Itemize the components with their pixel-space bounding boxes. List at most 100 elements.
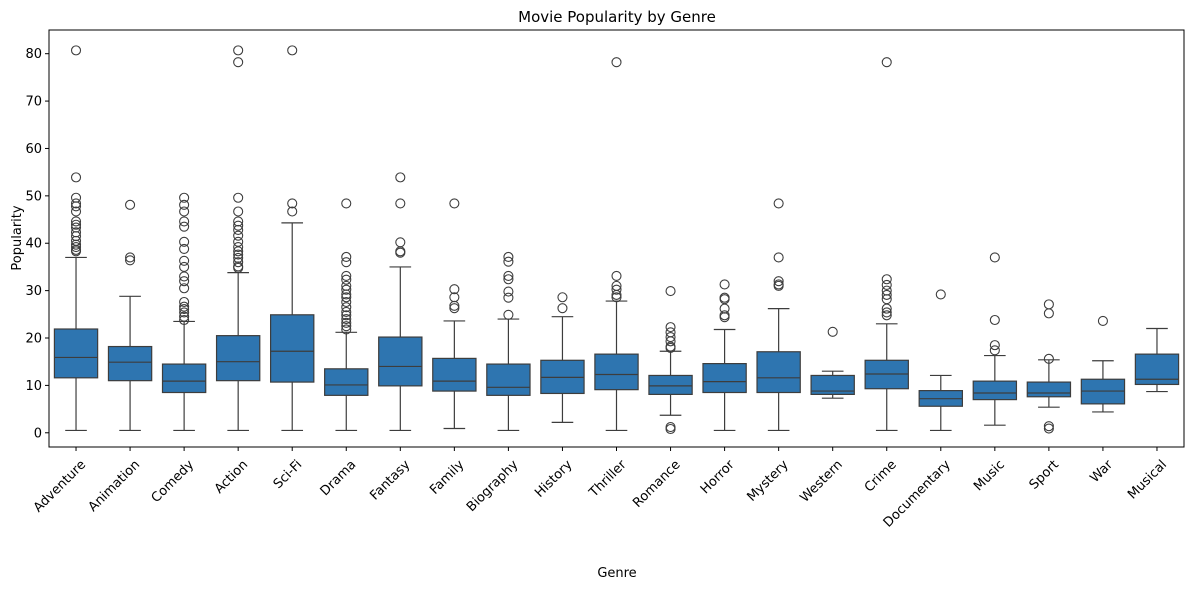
iqr-box xyxy=(1026,381,1072,398)
outlier-point xyxy=(395,172,406,183)
outlier-point xyxy=(179,283,190,294)
outlier-point xyxy=(233,57,244,68)
outlier-point xyxy=(557,303,568,314)
iqr-box xyxy=(486,363,531,396)
outlier-point xyxy=(773,280,784,291)
y-tick-label: 50 xyxy=(25,189,42,204)
outlier-point xyxy=(395,198,406,209)
outlier-point xyxy=(611,57,622,68)
box-group-biography xyxy=(486,251,531,432)
iqr-box xyxy=(810,374,855,396)
outlier-point xyxy=(989,340,1000,351)
outlier-point xyxy=(341,321,352,332)
box-group-family xyxy=(432,198,477,430)
outlier-point xyxy=(1043,308,1054,319)
outlier-point xyxy=(1097,315,1108,327)
outlier-point xyxy=(70,216,82,227)
box-group-fantasy xyxy=(378,172,423,432)
box-group-sci-fi xyxy=(269,45,315,432)
chart-title: Movie Popularity by Genre xyxy=(518,8,716,26)
outlier-point xyxy=(287,206,298,217)
iqr-box xyxy=(324,368,369,396)
iqr-box xyxy=(972,380,1018,401)
outlier-point xyxy=(557,292,568,303)
outlier-point xyxy=(70,206,82,217)
outlier-point xyxy=(503,292,514,303)
outlier-point xyxy=(341,324,352,335)
outlier-point xyxy=(70,45,82,56)
outlier-point xyxy=(341,251,352,263)
outlier-point xyxy=(503,274,514,285)
outlier-point xyxy=(70,219,82,230)
y-axis-title: Popularity xyxy=(10,205,25,270)
outlier-point xyxy=(503,251,514,263)
outlier-point xyxy=(341,289,352,300)
outlier-point xyxy=(233,220,244,231)
box-group-adventure xyxy=(53,45,99,432)
outlier-point xyxy=(503,256,514,267)
box-group-sport xyxy=(1026,299,1072,434)
iqr-box xyxy=(269,314,315,383)
iqr-box xyxy=(702,363,747,394)
outlier-point xyxy=(287,198,298,209)
outlier-point xyxy=(881,57,892,68)
iqr-box xyxy=(432,357,477,392)
outlier-point xyxy=(665,342,676,354)
outlier-point xyxy=(719,279,730,290)
outlier-point xyxy=(179,314,190,326)
box-group-horror xyxy=(702,279,747,432)
y-tick-label: 30 xyxy=(25,284,42,299)
iqr-box xyxy=(1134,353,1180,386)
y-tick-label: 0 xyxy=(34,426,42,441)
outlier-point xyxy=(179,192,190,203)
outlier-point xyxy=(881,303,892,314)
outlier-point xyxy=(179,216,190,227)
outlier-point xyxy=(827,326,838,337)
outlier-point xyxy=(233,45,244,56)
box-group-history xyxy=(540,292,585,423)
outlier-point xyxy=(287,45,298,56)
outlier-point xyxy=(233,262,244,273)
iqr-box xyxy=(161,363,207,394)
outlier-point xyxy=(773,252,784,263)
outlier-point xyxy=(449,303,460,314)
iqr-box xyxy=(378,336,423,387)
outlier-point xyxy=(341,198,352,209)
outlier-point xyxy=(70,241,82,253)
iqr-box xyxy=(648,374,693,396)
box-group-drama xyxy=(324,198,369,432)
y-axis: 0 10 20 30 40 50 60 70 80 xyxy=(25,47,49,441)
outlier-point xyxy=(179,276,190,287)
outlier-point xyxy=(665,322,676,333)
outlier-point xyxy=(341,270,352,281)
outlier-point xyxy=(179,271,190,282)
outlier-point xyxy=(1043,353,1054,364)
box-group-western xyxy=(810,326,855,399)
outlier-point xyxy=(233,246,244,257)
x-axis-title: Genre xyxy=(597,566,636,581)
outlier-point xyxy=(341,317,352,328)
box-group-war xyxy=(1080,315,1126,413)
outlier-point xyxy=(395,247,406,258)
outlier-point xyxy=(503,309,514,320)
outlier-point xyxy=(179,221,190,232)
outlier-point xyxy=(341,310,352,321)
box-group-romance xyxy=(648,286,693,435)
outlier-point xyxy=(449,300,460,311)
outlier-point xyxy=(989,314,1000,326)
box-group-documentary xyxy=(918,289,964,432)
outlier-point xyxy=(1043,421,1054,432)
outlier-point xyxy=(70,239,82,250)
outlier-point xyxy=(125,252,136,263)
box-group-musical xyxy=(1134,327,1180,393)
outlier-point xyxy=(989,345,1000,356)
outlier-point xyxy=(70,172,82,183)
outlier-point xyxy=(719,312,730,323)
outlier-point xyxy=(503,270,514,281)
outlier-point xyxy=(611,289,622,300)
outlier-point xyxy=(179,304,190,315)
y-tick-label: 20 xyxy=(25,332,42,347)
box-group-action xyxy=(215,45,261,432)
box-group-music xyxy=(972,252,1018,426)
